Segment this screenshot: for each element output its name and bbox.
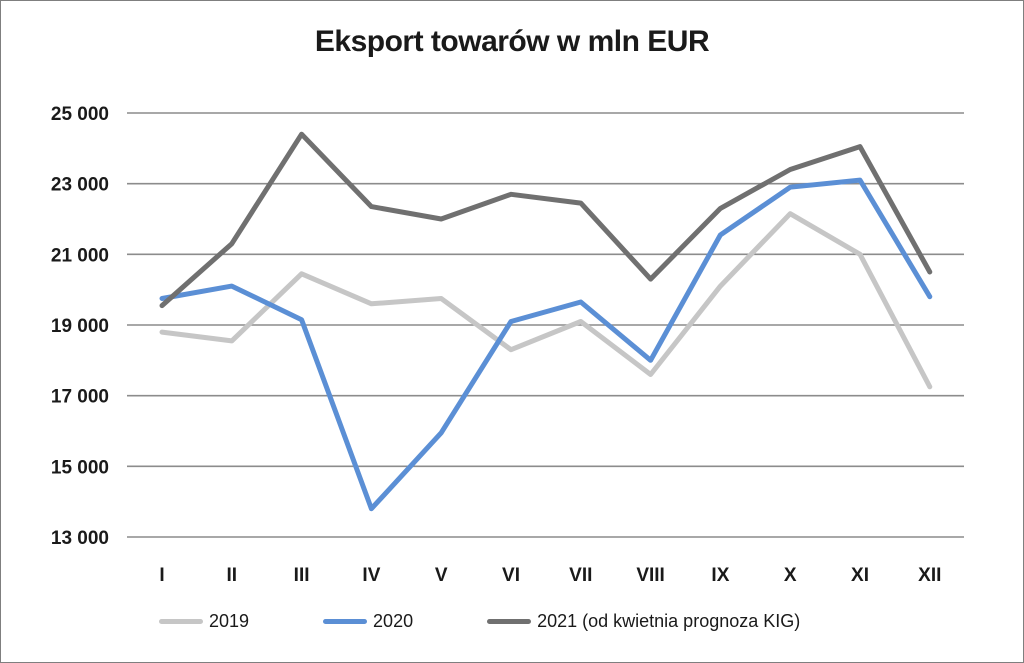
x-axis-tick-label: I <box>159 565 164 586</box>
legend-label: 2020 <box>373 610 414 631</box>
x-axis-tick-label: X <box>784 565 797 586</box>
series-line-2021 <box>159 131 933 309</box>
series-line-2020 <box>159 177 933 512</box>
legend-line-marker <box>159 618 203 624</box>
legend-item: 2019 <box>159 611 249 632</box>
x-axis-tick-label: IV <box>362 565 380 586</box>
legend-label: 2021 (od kwietnia prognoza KIG) <box>537 610 801 631</box>
x-axis-tick-label: VIII <box>636 565 665 586</box>
y-axis-tick-label: 25 000 <box>51 104 109 125</box>
x-axis-tick-label: IX <box>711 565 729 586</box>
legend-item: 2020 <box>323 611 413 632</box>
x-axis-tick-label: III <box>294 565 310 586</box>
series-line-2019 <box>159 211 933 390</box>
legend-line-marker <box>487 618 532 624</box>
legend-label: 2019 <box>209 610 250 631</box>
x-axis-tick-label: VII <box>569 565 592 586</box>
legend: 2019 2020 2021 (od kwietnia prognoza KIG) <box>159 605 800 637</box>
chart-title: Eksport towarów w mln EUR <box>314 25 710 58</box>
y-axis-tick-label: 19 000 <box>51 316 109 337</box>
x-axis-tick-label: II <box>227 565 238 586</box>
y-axis-tick-label: 15 000 <box>51 457 109 478</box>
y-axis-tick-label: 13 000 <box>51 528 109 549</box>
y-axis-tick-label: 21 000 <box>51 245 109 266</box>
x-axis-tick-label: V <box>435 565 448 586</box>
legend-line-marker <box>323 618 368 624</box>
x-axis-tick-label: XII <box>918 565 941 586</box>
y-axis-tick-label: 17 000 <box>51 387 109 408</box>
x-axis-tick-label: VI <box>502 565 520 586</box>
plot-area: 13 000 15 000 17 000 19 000 21 000 23 000 25 0… <box>51 104 964 586</box>
y-axis-tick-label: 23 000 <box>51 175 109 196</box>
legend-item: 2021 (od kwietnia prognoza KIG) <box>487 611 800 632</box>
x-axis-tick-label: XI <box>851 565 869 586</box>
